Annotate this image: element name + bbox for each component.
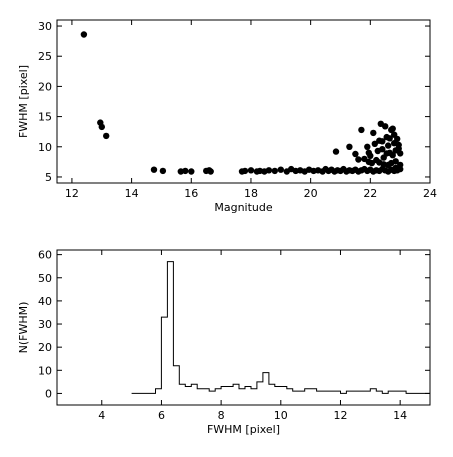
histogram-line bbox=[131, 261, 430, 394]
x-tick-label: 12 bbox=[333, 409, 347, 422]
y-tick-label: 30 bbox=[38, 318, 52, 331]
scatter-point bbox=[389, 125, 396, 132]
scatter-point bbox=[150, 166, 158, 173]
x-tick-label: 16 bbox=[184, 187, 198, 200]
x-tick-label: 22 bbox=[363, 187, 377, 200]
histogram-panel: 4 6 8 10 12 14 0 10 20 30 40 50 60 FWHM [pixel] N(F… bbox=[17, 249, 431, 436]
scatter-point bbox=[98, 123, 106, 131]
scatter-point bbox=[397, 150, 404, 157]
y-tick-label: 20 bbox=[38, 341, 52, 354]
x-tick-label: 14 bbox=[125, 187, 139, 200]
scatter-frame bbox=[56, 19, 431, 184]
scatter-point bbox=[247, 167, 255, 174]
scatter-x-label: Magnitude bbox=[214, 201, 273, 214]
scatter-point bbox=[271, 167, 278, 175]
y-tick-label: 40 bbox=[38, 295, 52, 308]
scatter-point bbox=[383, 150, 390, 157]
x-tick-label: 18 bbox=[244, 187, 258, 200]
y-tick-label: 20 bbox=[38, 80, 52, 93]
x-tick-label: 20 bbox=[304, 187, 318, 200]
histogram-y-label: N(FWHM) bbox=[17, 302, 30, 354]
scatter-point bbox=[382, 123, 389, 130]
histogram-x-label: FWHM [pixel] bbox=[207, 423, 280, 436]
y-tick-label: 10 bbox=[38, 141, 52, 154]
histogram-x-ticks: 4 6 8 10 12 14 bbox=[98, 250, 407, 422]
scatter-point bbox=[188, 168, 195, 175]
scatter-point bbox=[385, 142, 392, 149]
histogram-frame bbox=[56, 249, 431, 406]
x-tick-label: 24 bbox=[423, 187, 437, 200]
x-tick-label: 12 bbox=[65, 187, 79, 200]
scatter-point bbox=[346, 143, 353, 150]
x-tick-label: 14 bbox=[393, 409, 407, 422]
scatter-y-label: FWHM [pixel] bbox=[17, 65, 30, 138]
y-tick-label: 30 bbox=[38, 20, 52, 33]
scatter-point bbox=[358, 126, 365, 134]
x-tick-label: 8 bbox=[218, 409, 225, 422]
x-tick-label: 6 bbox=[158, 409, 165, 422]
scatter-point bbox=[386, 135, 393, 142]
scatter-point bbox=[395, 141, 402, 149]
scatter-point bbox=[364, 143, 371, 150]
y-tick-label: 25 bbox=[38, 50, 52, 63]
scatter-point bbox=[392, 147, 399, 154]
scatter-point bbox=[352, 150, 359, 158]
scatter-point bbox=[368, 159, 375, 167]
scatter-point bbox=[385, 161, 392, 169]
scatter-point bbox=[207, 168, 214, 175]
scatter-point bbox=[365, 149, 372, 156]
y-tick-label: 15 bbox=[38, 111, 52, 124]
y-tick-label: 10 bbox=[38, 364, 52, 377]
scatter-point bbox=[374, 147, 381, 155]
y-tick-label: 50 bbox=[38, 272, 52, 285]
scatter-panel: 12 14 16 18 20 22 24 5 10 15 20 25 30 Magnitude FWH… bbox=[17, 19, 437, 214]
histogram-y-ticks: 0 10 20 30 40 50 60 bbox=[38, 249, 430, 400]
scatter-point bbox=[277, 166, 284, 173]
x-tick-label: 4 bbox=[98, 409, 105, 422]
scatter-point bbox=[379, 138, 386, 145]
scatter-point bbox=[355, 156, 362, 163]
scatter-point bbox=[371, 140, 378, 147]
scatter-point bbox=[80, 31, 88, 38]
scatter-point bbox=[103, 132, 110, 140]
y-tick-label: 5 bbox=[45, 171, 52, 184]
scatter-point bbox=[182, 167, 189, 175]
scatter-point bbox=[376, 159, 383, 166]
scatter-point bbox=[332, 148, 340, 155]
scatter-point bbox=[159, 167, 167, 175]
y-tick-label: 60 bbox=[38, 249, 52, 262]
scatter-point bbox=[265, 167, 273, 174]
x-tick-label: 10 bbox=[274, 409, 288, 422]
scatter-point bbox=[241, 167, 249, 175]
y-tick-label: 0 bbox=[45, 387, 52, 400]
scatter-point bbox=[397, 161, 404, 169]
scatter-x-ticks: 12 14 16 18 20 22 24 bbox=[65, 20, 437, 200]
scatter-point bbox=[389, 152, 396, 159]
scatter-y-ticks: 5 10 15 20 25 30 bbox=[38, 20, 430, 184]
scatter-point bbox=[391, 131, 398, 138]
scatter-point bbox=[370, 129, 377, 137]
scatter-points bbox=[80, 31, 404, 175]
